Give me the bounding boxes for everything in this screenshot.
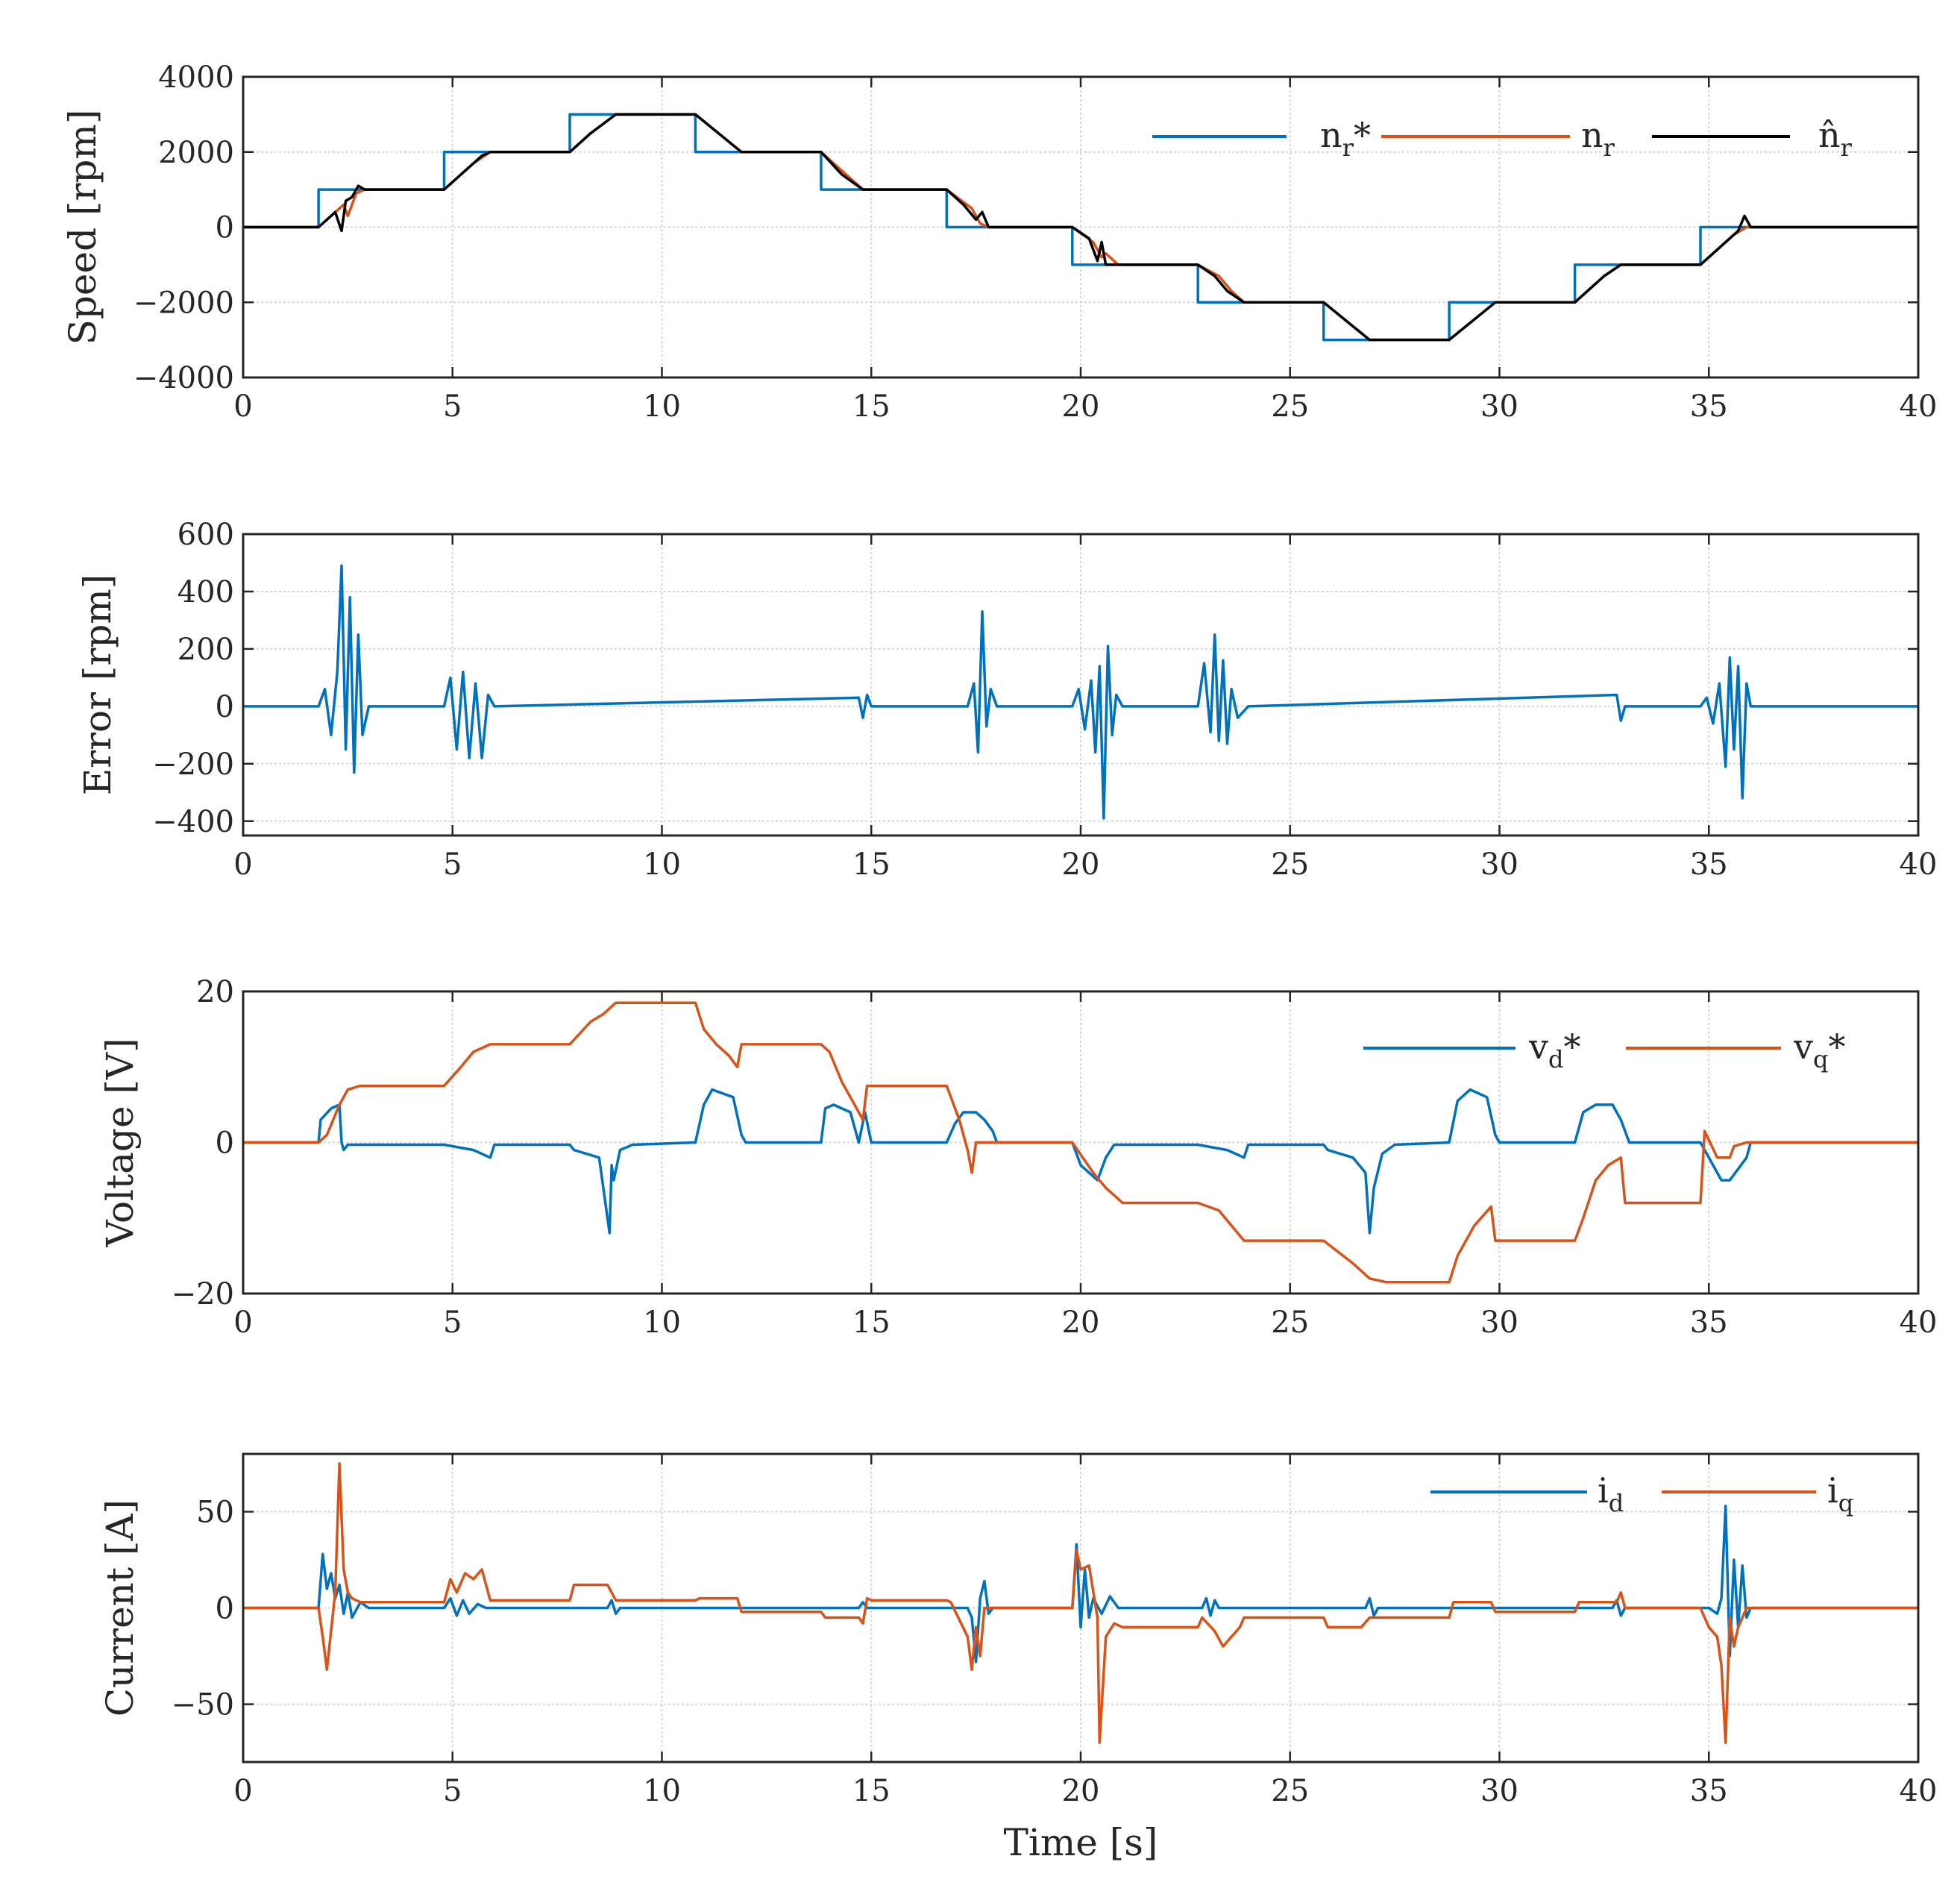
- y-tick-label: 2000: [158, 136, 234, 170]
- y-tick-label: 0: [216, 690, 234, 724]
- x-tick-label: 40: [1900, 389, 1938, 424]
- axes-box: [242, 1452, 1920, 1764]
- y-axis-label: Error [rpm]: [76, 574, 119, 796]
- x-tick-label: 35: [1690, 1305, 1728, 1340]
- axes-box: [242, 533, 1920, 837]
- x-tick-label: 35: [1690, 1774, 1728, 1808]
- x-tick-label: 5: [443, 1305, 462, 1340]
- y-tick-label: −50: [172, 1688, 234, 1722]
- series-vq*: [243, 1001, 1918, 1284]
- legend-entry: iq: [1827, 1470, 1853, 1517]
- x-tick-label: 25: [1271, 389, 1309, 424]
- series-vd*: [243, 1088, 1918, 1235]
- x-tick-label: 25: [1271, 1774, 1309, 1808]
- x-tick-label: 0: [233, 847, 252, 882]
- legend-entry: n̂r: [1818, 115, 1853, 162]
- x-tick-label: 40: [1900, 1774, 1938, 1808]
- axes-box: [242, 75, 1920, 379]
- panel-2: 0 5 10 15 20 25 30 35 40 600 400 200 0 −200 −400 Error …: [76, 518, 1937, 882]
- x-tick-label: 5: [443, 847, 462, 882]
- legend: vd* vq*: [1363, 1026, 1845, 1073]
- y-tick-label: 20: [196, 975, 234, 1009]
- legend-entry: vq*: [1793, 1026, 1845, 1073]
- x-tick-label: 15: [852, 1774, 891, 1808]
- y-tick-label: −2000: [134, 286, 234, 320]
- x-tick-label: 15: [852, 389, 891, 424]
- x-tick-label: 0: [233, 1305, 252, 1340]
- x-tick-label: 20: [1062, 389, 1100, 424]
- x-tick-label: 10: [643, 1774, 681, 1808]
- x-tick-label: 40: [1900, 847, 1938, 882]
- x-tick-label: 10: [643, 847, 681, 882]
- x-axis-label: Time [s]: [1004, 1821, 1158, 1864]
- legend-entry: id: [1598, 1470, 1624, 1517]
- x-tick-label: 35: [1690, 847, 1728, 882]
- x-tick-label: 0: [233, 389, 252, 424]
- series-iq: [243, 1462, 1918, 1744]
- x-tick-label: 10: [643, 1305, 681, 1340]
- y-tick-label: 200: [178, 633, 234, 667]
- x-tick-label: 25: [1271, 847, 1309, 882]
- series-nr_hat: [243, 113, 1918, 342]
- y-tick-label: −4000: [134, 361, 234, 395]
- legend-entry: vd*: [1528, 1026, 1580, 1073]
- x-tick-label: 30: [1480, 1774, 1518, 1808]
- x-tick-label: 35: [1690, 389, 1728, 424]
- x-tick-label: 30: [1480, 1305, 1518, 1340]
- x-tick-label: 15: [852, 1305, 891, 1340]
- y-tick-label: 50: [196, 1495, 234, 1529]
- legend-entry: nr*: [1320, 115, 1371, 162]
- x-tick-label: 10: [643, 389, 681, 424]
- x-tick-label: 25: [1271, 1305, 1309, 1340]
- axes-box: [242, 990, 1920, 1295]
- x-tick-label: 5: [443, 1774, 462, 1808]
- x-tick-label: 5: [443, 389, 462, 424]
- x-tick-label: 40: [1900, 1305, 1938, 1340]
- x-tick-label: 20: [1062, 1774, 1100, 1808]
- panel-4: 0 5 10 15 20 25 30 35 40 50 0 −50 Current [A] Time [s…: [98, 1452, 1938, 1864]
- x-tick-label: 20: [1062, 1305, 1100, 1340]
- y-tick-label: 0: [216, 1592, 234, 1626]
- y-axis-label: Speed [rpm]: [61, 110, 104, 345]
- legend: id iq: [1430, 1470, 1853, 1517]
- y-tick-label: 600: [178, 518, 234, 552]
- x-tick-label: 0: [233, 1774, 252, 1808]
- y-tick-label: 0: [216, 1126, 234, 1161]
- y-tick-label: 4000: [158, 60, 234, 95]
- y-tick-label: −400: [152, 805, 234, 839]
- x-tick-label: 30: [1480, 389, 1518, 424]
- y-tick-label: −20: [172, 1277, 234, 1311]
- y-axis-label: Current [A]: [98, 1499, 142, 1717]
- y-tick-label: −200: [152, 747, 234, 782]
- panel-1: 0 5 10 15 20 25 30 35 40 4000 2000 0 −2000 −4000 Speed…: [61, 60, 1937, 424]
- y-axis-label: Voltage [V]: [98, 1038, 142, 1247]
- x-tick-label: 15: [852, 847, 891, 882]
- legend-entry: nr: [1581, 115, 1615, 162]
- legend: nr* nr n̂r: [1152, 115, 1853, 162]
- y-tick-label: 400: [178, 575, 234, 609]
- y-tick-label: 0: [216, 211, 234, 245]
- x-tick-label: 20: [1062, 847, 1100, 882]
- series-error: [243, 564, 1918, 820]
- x-tick-label: 30: [1480, 847, 1518, 882]
